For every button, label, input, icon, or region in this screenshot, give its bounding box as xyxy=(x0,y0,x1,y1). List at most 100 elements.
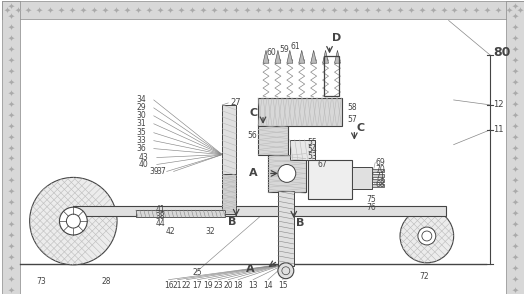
Text: 12: 12 xyxy=(493,100,504,109)
Text: 56: 56 xyxy=(247,131,257,140)
Polygon shape xyxy=(335,50,340,63)
Text: ✦: ✦ xyxy=(36,5,43,14)
Text: 37: 37 xyxy=(156,167,166,176)
Text: 70: 70 xyxy=(375,165,385,174)
Text: ✦: ✦ xyxy=(512,121,519,130)
Text: 67: 67 xyxy=(318,160,327,169)
Text: ✦: ✦ xyxy=(7,78,14,86)
Text: ✦: ✦ xyxy=(512,34,519,43)
Text: ✦: ✦ xyxy=(7,12,14,21)
Text: 34: 34 xyxy=(136,96,146,104)
Polygon shape xyxy=(299,50,305,63)
Text: ✦: ✦ xyxy=(512,198,519,207)
Text: 25: 25 xyxy=(193,268,202,277)
Bar xyxy=(222,174,236,214)
Polygon shape xyxy=(311,50,317,63)
Text: ✦: ✦ xyxy=(320,5,327,14)
Text: ✦: ✦ xyxy=(3,5,11,14)
Text: ✦: ✦ xyxy=(7,219,14,229)
Text: ✦: ✦ xyxy=(189,5,196,14)
Text: 59: 59 xyxy=(279,45,289,54)
Text: ✦: ✦ xyxy=(276,5,284,14)
Text: ✦: ✦ xyxy=(7,1,14,10)
Bar xyxy=(372,169,384,173)
Circle shape xyxy=(59,207,87,235)
Text: C: C xyxy=(356,123,365,133)
Text: ✦: ✦ xyxy=(200,5,207,14)
Text: 28: 28 xyxy=(101,277,110,286)
Text: 80: 80 xyxy=(493,46,511,59)
Text: 75: 75 xyxy=(366,195,376,204)
Text: ✦: ✦ xyxy=(512,241,519,250)
Text: 44: 44 xyxy=(156,219,166,227)
Text: 18: 18 xyxy=(234,281,243,290)
Text: ✦: ✦ xyxy=(7,209,14,218)
Text: 73: 73 xyxy=(37,277,46,286)
Text: 41: 41 xyxy=(156,205,165,214)
Text: ✦: ✦ xyxy=(512,252,519,261)
Text: 33: 33 xyxy=(136,136,146,145)
Text: ✦: ✦ xyxy=(7,285,14,294)
Text: 69: 69 xyxy=(375,158,385,167)
Text: 11: 11 xyxy=(493,125,504,134)
Text: ✦: ✦ xyxy=(451,5,458,14)
Text: ✦: ✦ xyxy=(7,45,14,54)
Text: ✦: ✦ xyxy=(222,5,229,14)
Text: ✦: ✦ xyxy=(102,5,108,14)
Text: D: D xyxy=(331,33,341,43)
Bar xyxy=(352,168,372,189)
Text: 42: 42 xyxy=(166,227,175,235)
Text: ✦: ✦ xyxy=(512,110,519,119)
Text: 30: 30 xyxy=(136,111,146,120)
Text: ✦: ✦ xyxy=(7,154,14,163)
Text: ✦: ✦ xyxy=(462,5,469,14)
Text: ✦: ✦ xyxy=(7,241,14,250)
Text: ✦: ✦ xyxy=(266,5,272,14)
Text: A: A xyxy=(247,264,255,274)
Text: ✦: ✦ xyxy=(512,132,519,141)
Text: ✦: ✦ xyxy=(512,56,519,65)
Text: ✦: ✦ xyxy=(512,285,519,294)
Text: ✦: ✦ xyxy=(512,165,519,174)
Bar xyxy=(507,1,524,294)
Text: ✦: ✦ xyxy=(517,5,524,14)
Text: ✦: ✦ xyxy=(14,5,21,14)
Text: ✦: ✦ xyxy=(7,88,14,97)
Bar xyxy=(278,191,294,266)
Text: ✦: ✦ xyxy=(473,5,480,14)
Text: 35: 35 xyxy=(136,128,146,137)
Text: ✦: ✦ xyxy=(211,5,218,14)
Polygon shape xyxy=(287,50,293,63)
Text: ✦: ✦ xyxy=(397,5,403,14)
Text: 22: 22 xyxy=(182,281,191,290)
Text: ✦: ✦ xyxy=(386,5,392,14)
Text: B: B xyxy=(228,217,237,227)
Text: ✦: ✦ xyxy=(156,5,163,14)
Text: ✦: ✦ xyxy=(7,23,14,32)
Text: B: B xyxy=(296,218,304,228)
Text: ✦: ✦ xyxy=(512,187,519,196)
Text: ✦: ✦ xyxy=(7,67,14,76)
Bar xyxy=(372,179,384,182)
Text: ✦: ✦ xyxy=(512,67,519,76)
Text: 72: 72 xyxy=(419,272,429,281)
Bar xyxy=(290,140,315,160)
Text: 13: 13 xyxy=(248,281,258,290)
Text: ✦: ✦ xyxy=(440,5,447,14)
Text: C: C xyxy=(249,108,257,118)
Bar xyxy=(2,1,19,294)
Text: ✦: ✦ xyxy=(178,5,185,14)
Text: A: A xyxy=(249,168,258,178)
Text: 16: 16 xyxy=(164,281,174,290)
Text: ✦: ✦ xyxy=(287,5,295,14)
Text: ✦: ✦ xyxy=(7,143,14,152)
Text: 40: 40 xyxy=(139,160,149,169)
Text: ✦: ✦ xyxy=(7,110,14,119)
Text: ✦: ✦ xyxy=(7,132,14,141)
Text: 23: 23 xyxy=(214,281,223,290)
Text: 17: 17 xyxy=(193,281,203,290)
Text: 36: 36 xyxy=(136,144,146,153)
Text: 54: 54 xyxy=(308,145,317,154)
Text: ✦: ✦ xyxy=(331,5,338,14)
Text: 55: 55 xyxy=(308,138,317,147)
